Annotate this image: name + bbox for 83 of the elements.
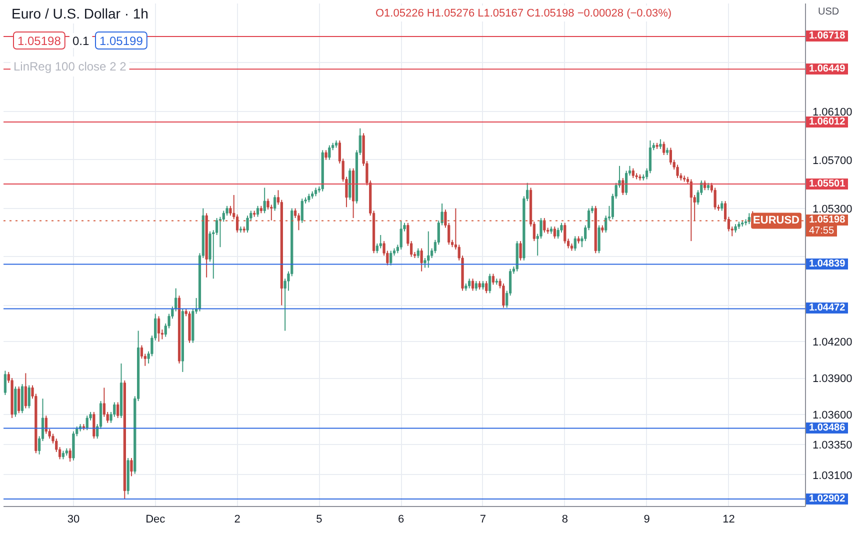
candlestick — [574, 236, 576, 252]
x-tick-label: 12 — [722, 514, 735, 526]
x-tick-label: 8 — [562, 514, 568, 526]
candlestick — [669, 147, 672, 166]
y-tick-label: 1.05700 — [812, 154, 852, 167]
candlestick — [420, 248, 423, 272]
ref-line-label: 1.06718 — [806, 30, 848, 42]
ref-line-label: 1.05198 — [806, 214, 848, 226]
y-tick-label: 1.05300 — [812, 203, 852, 216]
candlestick — [28, 384, 30, 409]
y-tick-label: 1.04200 — [812, 336, 852, 349]
y-tick-label: 1.03600 — [812, 409, 852, 422]
candlestick — [488, 273, 492, 294]
ref-line-label: 1.04472 — [806, 302, 848, 314]
candlestick — [519, 240, 522, 261]
candlestick — [24, 372, 27, 409]
candlestick — [256, 205, 260, 218]
x-tick-label: Dec — [146, 514, 166, 526]
candlestick — [130, 458, 133, 477]
ref-line-label: 1.05501 — [806, 178, 848, 189]
candlestick — [92, 411, 96, 440]
candlestick — [502, 282, 505, 308]
candlestick — [324, 150, 328, 160]
candlestick — [690, 178, 692, 242]
y-tick-label: 1.03900 — [812, 373, 852, 386]
candlestick — [116, 402, 120, 419]
x-tick-label: 7 — [480, 514, 486, 526]
candlestick — [274, 194, 276, 212]
ref-line-label: 1.02902 — [806, 493, 848, 504]
y-tick-label: 1.03350 — [812, 440, 852, 452]
chart-subtitle: O1.05226 H1.05276 L1.05167 C1.05198 −0.00028 (−0.03%) — [376, 8, 672, 20]
candlestick — [720, 200, 724, 212]
text: 47:55 — [806, 226, 838, 237]
candlestick — [4, 370, 7, 396]
candlestick — [556, 227, 560, 240]
annotation: LinReg 100 close 2 2 — [14, 60, 127, 74]
text: USD — [815, 6, 842, 18]
candlestick — [543, 218, 546, 234]
y-tick-label: 1.06100 — [812, 106, 852, 118]
candlestick — [246, 215, 249, 234]
candlestick — [328, 144, 331, 160]
candlestick — [471, 278, 474, 292]
candlestick — [468, 278, 471, 289]
x-tick-label: 2 — [234, 514, 240, 526]
ref-line-label: 1.03486 — [806, 422, 848, 434]
x-tick-label: 5 — [316, 514, 322, 526]
candlestick — [379, 234, 382, 249]
candlestick — [659, 138, 662, 150]
candlestick — [300, 198, 304, 224]
x-tick-label: 6 — [398, 514, 404, 526]
candlestick — [485, 280, 488, 294]
candlestick — [427, 230, 430, 268]
candlestick — [18, 386, 20, 414]
candlestick — [263, 187, 266, 214]
candlestick — [632, 168, 634, 179]
ref-line-label: 1.06012 — [806, 116, 848, 127]
annotation: 1.05198 — [18, 34, 62, 48]
candlestick — [68, 448, 72, 462]
annotation: EURUSD — [753, 214, 800, 227]
candlestick — [474, 280, 478, 292]
candlestick — [622, 178, 624, 196]
ref-line-label: 1.04839 — [806, 258, 848, 270]
candlestick — [86, 415, 88, 431]
candlestick — [44, 415, 48, 434]
candlestick — [662, 141, 666, 156]
x-tick-label: 9 — [644, 514, 650, 526]
candlestick — [553, 226, 556, 240]
candlestick — [416, 248, 420, 259]
candlestick — [400, 220, 402, 250]
candlestick — [492, 273, 495, 286]
y-tick-label: 1.03100 — [812, 470, 852, 482]
candlestick — [625, 170, 628, 196]
chart-title: Euro / U.S. Dollar · 1h — [12, 6, 148, 22]
ref-line-label: 1.06449 — [806, 63, 848, 74]
x-tick-label: 30 — [67, 514, 80, 526]
candlestick — [604, 215, 608, 234]
annotation: 1.05199 — [100, 34, 144, 48]
candlestick — [676, 164, 679, 179]
candlestick — [157, 316, 160, 342]
candlestick — [714, 187, 716, 210]
candlestick — [598, 224, 600, 254]
candlestick — [390, 250, 392, 266]
annotation: 0.1 — [72, 34, 90, 48]
